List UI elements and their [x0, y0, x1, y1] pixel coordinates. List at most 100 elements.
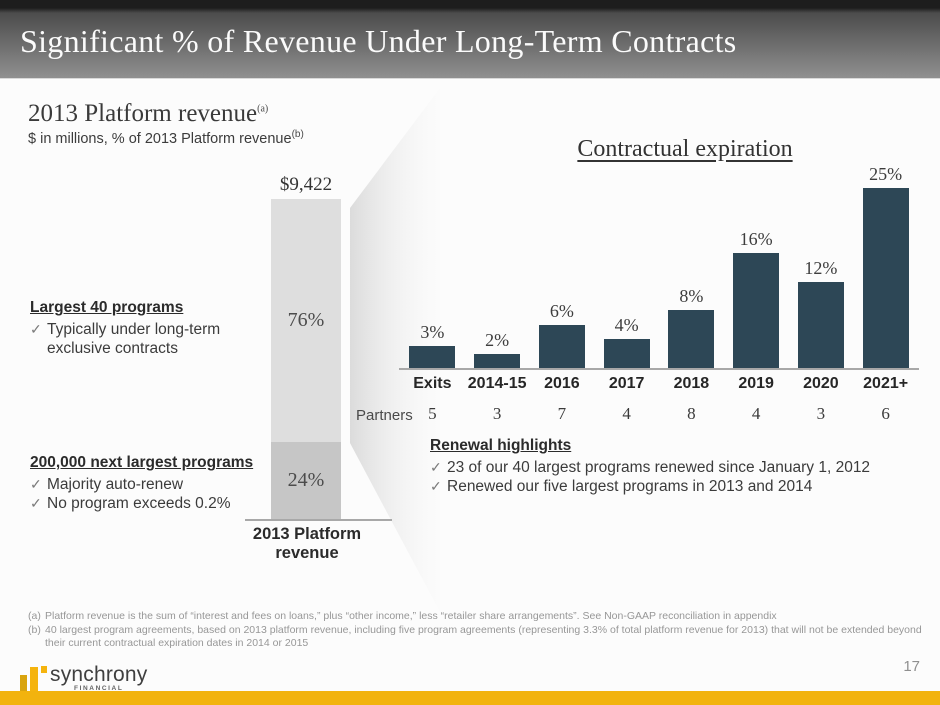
stacked-bar-x-label-line1: 2013 Platform — [252, 525, 362, 543]
bar-column: 3% — [400, 322, 465, 368]
footnote-a-text: Platform revenue is the sum of “interest… — [45, 610, 777, 622]
logo-bar-short — [20, 675, 27, 692]
category-label: Exits — [413, 375, 452, 392]
bar-value-label: 4% — [614, 315, 639, 336]
bar-column: 16% — [724, 229, 789, 368]
bar — [733, 252, 780, 368]
partner-count: 8 — [687, 404, 696, 423]
logo-subtext: FINANCIAL — [74, 685, 124, 692]
check-icon: ✓ — [30, 321, 42, 337]
partner-count: 7 — [557, 404, 567, 423]
stacked-top-label: 76% — [287, 309, 325, 332]
bar — [862, 188, 909, 368]
partner-count: 3 — [492, 404, 502, 423]
partner-count: 4 — [622, 404, 631, 423]
stacked-bottom-label: 24% — [287, 469, 325, 492]
largest-programs-bullet-text: Typically under long-term exclusive cont… — [47, 321, 221, 357]
renewal-highlights-heading: Renewal highlights — [430, 437, 572, 454]
footnotes: (a) Platform revenue is the sum of “inte… — [28, 610, 923, 651]
synchrony-logo-icon — [18, 665, 48, 693]
partner-count: 5 — [428, 404, 437, 423]
bar-column: 6% — [530, 301, 595, 368]
bar-value-label: 6% — [549, 300, 574, 321]
category-label: 2018 — [673, 375, 710, 392]
page-number: 17 — [903, 658, 920, 675]
largest-programs-heading: Largest 40 programs — [30, 299, 184, 316]
category-label: 2016 — [544, 375, 580, 392]
bar-value-label: 8% — [679, 286, 704, 307]
category-label: 2019 — [738, 375, 774, 392]
footnote-b: (b) 40 largest program agreements, based… — [28, 624, 923, 651]
partners-row-label: Partners — [356, 407, 413, 424]
bar-column: 12% — [789, 258, 854, 368]
header-banner: Significant % of Revenue Under Long-Term… — [0, 0, 940, 79]
footnote-b-marker: (b) — [28, 623, 41, 636]
bar — [603, 339, 650, 368]
left-section-subtitle-text: $ in millions, % of 2013 Platform revenu… — [28, 130, 292, 147]
check-icon: ✓ — [430, 459, 442, 475]
synchrony-logo: synchrony FINANCIAL — [18, 663, 148, 693]
footnote-a: (a) Platform revenue is the sum of “inte… — [28, 610, 923, 624]
partner-count: 4 — [751, 404, 761, 423]
bar-column: 4% — [594, 315, 659, 368]
stacked-bottom-segment: 24% — [271, 442, 341, 519]
check-icon: ✓ — [430, 478, 442, 494]
bar-column: 2% — [465, 330, 530, 368]
bar — [474, 353, 521, 368]
logo-square — [41, 666, 47, 673]
bar-value-label: 16% — [739, 228, 773, 249]
next-largest-bullet-1: ✓ Majority auto-renew — [30, 475, 300, 494]
expiration-chart-title: Contractual expiration — [577, 136, 793, 162]
logo-wordmark: synchrony — [50, 663, 148, 686]
next-largest-bullet-2: ✓ No program exceeds 0.2% — [30, 494, 300, 513]
bar-value-label: 12% — [804, 257, 838, 278]
left-section-heading: 2013 Platform revenue(a) — [28, 100, 268, 128]
footnote-ref-b: (b) — [291, 129, 304, 140]
partner-count: 3 — [816, 404, 826, 423]
partner-count: 6 — [881, 404, 890, 423]
stacked-bar-baseline — [245, 519, 392, 521]
expiration-categories-row: Exits 2014-15 2016 2017 2018 2019 2020 2021+ — [400, 375, 918, 393]
next-largest-bullet-2-text: No program exceeds 0.2% — [47, 495, 231, 512]
bar-column: 25% — [853, 164, 918, 368]
logo-bar-tall — [30, 667, 38, 692]
renewal-bullet-2: ✓ Renewed our five largest programs in 2… — [430, 477, 910, 496]
stacked-top-segment: 76% — [271, 199, 341, 443]
slide-title: Significant % of Revenue Under Long-Term… — [20, 23, 737, 59]
footnote-ref-a: (a) — [257, 103, 269, 115]
left-section-subtitle: $ in millions, % of 2013 Platform revenu… — [28, 129, 304, 147]
expiration-bars-row: 3% 2% 6% 4% 8% 16% 12% 25% — [400, 150, 918, 368]
next-largest-programs-heading: 200,000 next largest programs — [30, 454, 254, 471]
category-label: 2017 — [608, 375, 645, 392]
bar — [797, 281, 844, 368]
bar — [409, 346, 456, 368]
expiration-chart-axis — [399, 368, 919, 370]
footnote-a-marker: (a) — [28, 610, 41, 622]
renewal-highlights-block: Renewal highlights ✓ 23 of our 40 larges… — [430, 437, 910, 496]
bar-value-label: 2% — [485, 329, 510, 350]
largest-programs-block: Largest 40 programs ✓ Typically under lo… — [30, 299, 265, 358]
check-icon: ✓ — [30, 476, 42, 492]
stacked-bar: 76% 24% — [271, 199, 341, 519]
category-label: 2014-15 — [467, 375, 527, 392]
expiration-partners-row: 5 3 7 4 8 4 3 6 — [400, 404, 918, 424]
bar-column: 8% — [659, 286, 724, 368]
renewal-bullet-1-text: 23 of our 40 largest programs renewed si… — [447, 459, 871, 476]
bar — [538, 324, 585, 368]
stacked-bar-total-label: $9,422 — [279, 174, 333, 195]
check-icon: ✓ — [30, 495, 42, 511]
stacked-bar-x-label-line2: revenue — [275, 544, 339, 562]
bar-value-label: 25% — [869, 164, 903, 184]
next-largest-bullet-1-text: Majority auto-renew — [47, 476, 184, 493]
bar — [668, 310, 715, 368]
renewal-bullet-1: ✓ 23 of our 40 largest programs renewed … — [430, 458, 910, 477]
category-label: 2021+ — [863, 375, 909, 392]
bar-value-label: 3% — [420, 322, 445, 343]
footnote-b-text: 40 largest program agreements, based on … — [45, 623, 922, 650]
category-label: 2020 — [803, 375, 839, 392]
left-section-heading-text: 2013 Platform revenue — [28, 100, 258, 127]
footer-accent-bar — [0, 691, 940, 705]
next-largest-programs-block: 200,000 next largest programs ✓ Majority… — [30, 454, 300, 513]
renewal-bullet-2-text: Renewed our five largest programs in 201… — [447, 478, 813, 495]
